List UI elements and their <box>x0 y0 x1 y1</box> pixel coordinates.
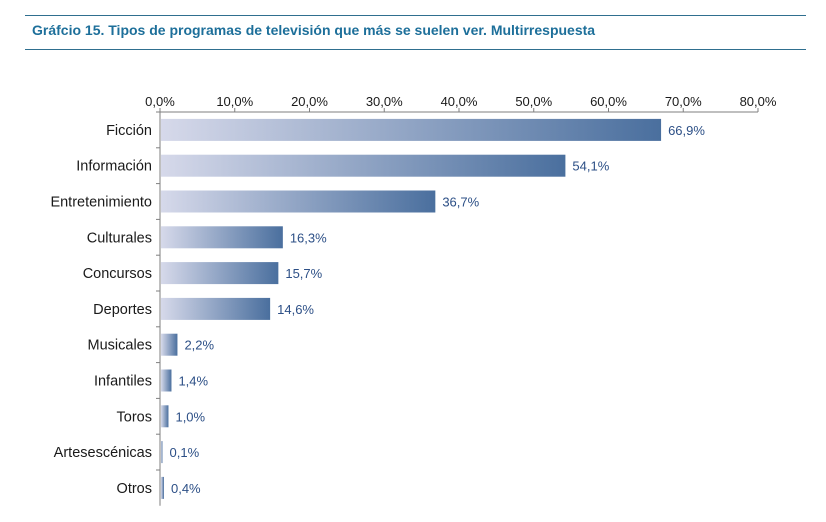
category-label: Información <box>76 159 152 175</box>
x-tick-label: 50,0% <box>515 94 552 109</box>
bar <box>161 476 164 499</box>
data-label: 1,0% <box>175 409 205 424</box>
data-label: 66,9% <box>668 123 705 138</box>
bar <box>161 297 271 320</box>
data-label: 14,6% <box>277 302 314 317</box>
data-label: 15,7% <box>285 266 322 281</box>
category-label: Artesescénicas <box>54 445 152 461</box>
x-tick-label: 10,0% <box>216 94 253 109</box>
category-label: Toros <box>117 409 152 425</box>
data-label: 0,1% <box>170 445 200 460</box>
category-label: Culturales <box>87 230 152 246</box>
category-label: Infantiles <box>94 374 152 390</box>
bar <box>161 154 566 177</box>
x-tick-label: 20,0% <box>291 94 328 109</box>
data-label: 2,2% <box>184 338 214 353</box>
bar <box>161 405 169 428</box>
x-tick-label: 70,0% <box>665 94 702 109</box>
data-label: 36,7% <box>442 195 479 210</box>
bottom-rule <box>25 49 806 50</box>
bar <box>161 226 283 249</box>
bars: Ficción 66,9% Información 54,1% Entretenimie… <box>50 118 705 499</box>
bar <box>161 441 163 464</box>
x-tick-label: 60,0% <box>590 94 627 109</box>
chart-title: Gráfcio 15. Tipos de programas de televi… <box>32 22 596 38</box>
x-tick-label: 80,0% <box>740 94 777 109</box>
category-label: Concursos <box>83 266 152 282</box>
x-tick-label: 30,0% <box>366 94 403 109</box>
x-tick-label: 40,0% <box>441 94 478 109</box>
category-label: Musicales <box>88 338 152 354</box>
bar <box>161 333 178 356</box>
data-label: 0,4% <box>171 481 201 496</box>
data-label: 1,4% <box>178 374 208 389</box>
data-label: 54,1% <box>572 159 609 174</box>
bar <box>161 369 172 392</box>
category-label: Entretenimiento <box>50 195 152 211</box>
category-label: Deportes <box>93 302 152 318</box>
x-tick-label: 0,0% <box>145 94 175 109</box>
bar <box>161 262 279 285</box>
data-label: 16,3% <box>290 230 327 245</box>
bar <box>161 190 436 213</box>
category-label: Otros <box>117 481 152 497</box>
x-axis: 0,0% 10,0% 20,0% 30,0% 40,0% 50,0% 60,0% 70,0% 8… <box>145 94 777 506</box>
category-label: Ficción <box>106 123 152 139</box>
top-rule <box>25 15 806 16</box>
bar <box>161 118 662 141</box>
